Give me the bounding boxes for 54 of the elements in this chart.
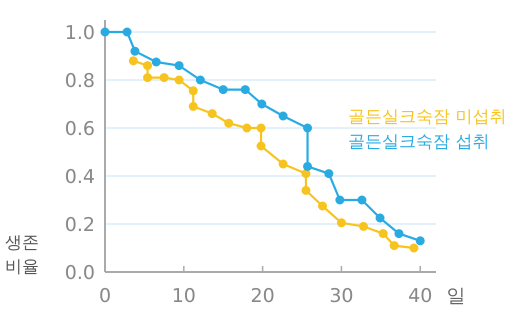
point <box>100 28 110 36</box>
y-tick-label: 0.6 <box>64 118 95 140</box>
point <box>358 222 368 231</box>
point <box>278 160 288 168</box>
series-label: 골든실크숙잠 섭취 <box>348 132 490 152</box>
point <box>196 76 205 84</box>
point <box>303 162 312 171</box>
point <box>122 28 132 36</box>
point <box>278 112 288 120</box>
point <box>376 214 385 222</box>
point <box>301 169 310 178</box>
point <box>416 236 425 246</box>
x-tick-label: 30 <box>329 285 354 307</box>
point <box>256 124 266 132</box>
point <box>143 73 152 82</box>
point <box>324 169 334 178</box>
point <box>336 218 346 228</box>
point <box>130 46 140 56</box>
text: 골든실크숙잠 미섭취 <box>348 107 506 127</box>
point <box>188 102 198 111</box>
point <box>143 61 152 70</box>
point <box>128 56 138 66</box>
y-axis-title: 생존 비율 <box>5 233 39 277</box>
point <box>257 100 266 108</box>
point <box>152 58 161 66</box>
point <box>394 229 404 238</box>
point <box>318 202 328 210</box>
point <box>256 142 266 150</box>
point <box>188 86 198 96</box>
y-tick-label: 1.0 <box>64 22 95 44</box>
point <box>160 73 169 82</box>
point <box>409 244 418 252</box>
point <box>242 124 252 132</box>
point <box>335 196 344 204</box>
x-tick-label: 40 <box>408 285 432 307</box>
point <box>301 186 310 195</box>
y-tick-label: 0.0 <box>64 262 95 284</box>
point <box>174 61 184 70</box>
x-axis-title: 일 <box>446 285 466 307</box>
point <box>224 118 234 128</box>
y-tick-label: 0.2 <box>64 214 95 236</box>
y-tick-label: 0.4 <box>64 166 95 188</box>
point <box>174 76 184 84</box>
point <box>208 109 217 118</box>
point <box>218 85 228 94</box>
x-tick-label: 20 <box>250 285 275 307</box>
x-tick-label: 10 <box>172 285 196 307</box>
point <box>357 196 366 204</box>
x-tick-label: 0 <box>98 285 112 307</box>
point <box>378 229 388 238</box>
point <box>390 241 399 250</box>
y-tick-label: 0.8 <box>64 70 95 92</box>
point <box>240 85 250 94</box>
point <box>303 124 312 132</box>
